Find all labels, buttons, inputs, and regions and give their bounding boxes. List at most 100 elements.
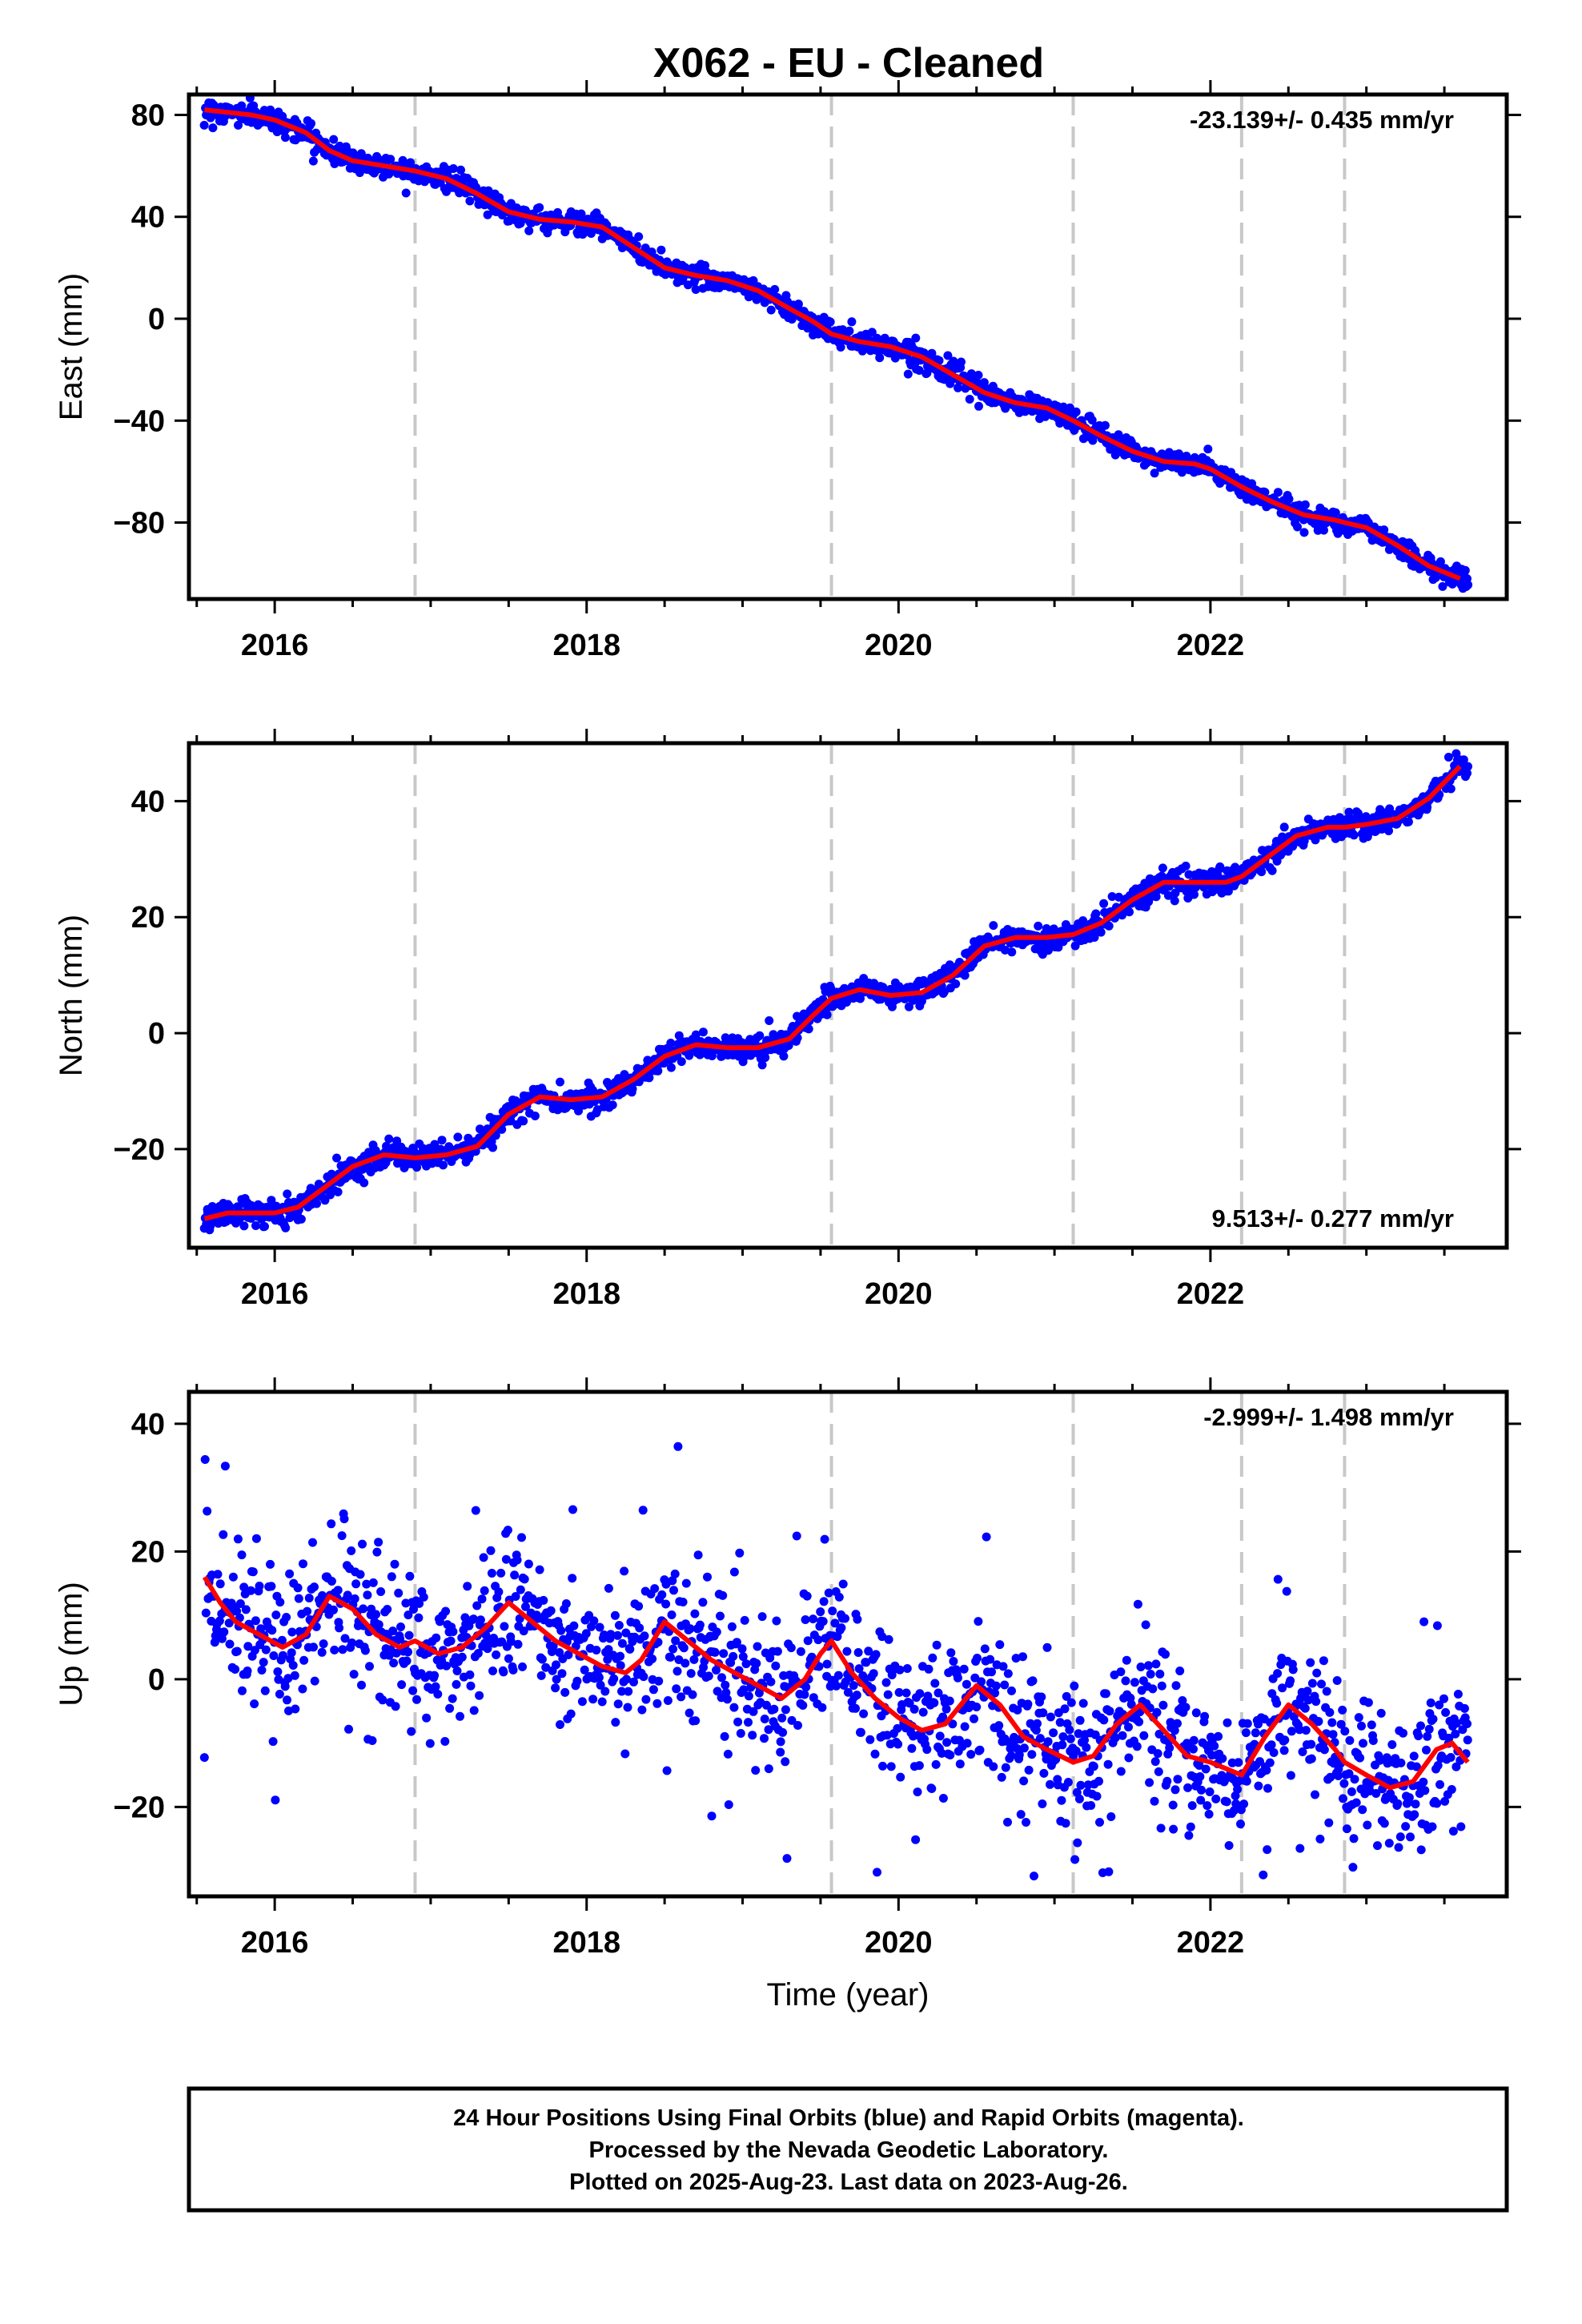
data-point (1000, 945, 1010, 955)
data-point (278, 1651, 287, 1660)
data-point (1223, 1718, 1232, 1727)
data-point (842, 1647, 852, 1656)
data-point (1257, 867, 1267, 877)
data-point (771, 1661, 781, 1671)
data-point (710, 1647, 720, 1657)
data-point (913, 1787, 922, 1797)
data-point (838, 1579, 848, 1589)
data-point (520, 1574, 529, 1584)
data-point (1211, 1794, 1221, 1803)
data-point (1170, 1726, 1179, 1735)
data-point (304, 1594, 314, 1602)
data-point (1303, 1687, 1312, 1696)
data-point (233, 1534, 243, 1544)
data-point (786, 1643, 796, 1653)
data-point (208, 123, 218, 133)
data-point (355, 1570, 365, 1579)
data-point (232, 1647, 242, 1656)
data-point (446, 1636, 456, 1646)
data-point (909, 1704, 919, 1714)
data-point (1132, 1742, 1142, 1751)
data-point (652, 1699, 662, 1708)
data-point (1046, 1779, 1054, 1789)
data-point (491, 1131, 500, 1140)
data-point (753, 1642, 762, 1651)
data-point (1090, 933, 1099, 942)
data-point (1224, 1841, 1234, 1850)
data-point (641, 1695, 651, 1704)
data-point (654, 1676, 664, 1686)
data-point (235, 1613, 244, 1622)
data-point (757, 1060, 767, 1070)
data-point (1087, 416, 1097, 425)
x-tick-label: 2020 (865, 629, 933, 662)
data-point (407, 1727, 416, 1736)
data-point (445, 1703, 455, 1713)
data-point (880, 333, 889, 343)
data-point (312, 1199, 321, 1208)
data-point (283, 1189, 292, 1199)
data-point (391, 1702, 400, 1711)
data-point (1344, 1769, 1354, 1779)
data-point (1223, 887, 1233, 896)
data-point (1315, 1834, 1325, 1844)
data-point (432, 1633, 441, 1642)
data-point (277, 1635, 287, 1645)
data-point (873, 1868, 881, 1877)
data-point (319, 1639, 328, 1649)
data-point (578, 230, 588, 239)
data-point (556, 1626, 566, 1635)
data-point (1028, 1676, 1038, 1686)
data-point (1306, 1658, 1315, 1667)
data-point (739, 1685, 749, 1695)
data-point (864, 1647, 873, 1656)
data-point (200, 1455, 210, 1464)
data-point (535, 1565, 544, 1574)
data-point (854, 1664, 864, 1674)
rate-annotation: -2.999+/- 1.498 mm/yr (1203, 1403, 1454, 1431)
data-point (972, 1703, 982, 1711)
data-point (902, 1664, 912, 1673)
data-point (1170, 888, 1180, 898)
data-point (1152, 1707, 1162, 1717)
data-point (713, 1687, 722, 1696)
data-point (362, 1579, 371, 1589)
data-point (480, 1586, 489, 1595)
data-point (937, 1748, 946, 1758)
data-point (989, 1762, 998, 1771)
data-point (943, 351, 953, 360)
data-point (691, 1030, 701, 1039)
data-point (1263, 1845, 1272, 1855)
data-point (303, 1606, 312, 1616)
data-point (469, 1706, 479, 1715)
data-point (1322, 1687, 1331, 1696)
data-point (757, 1612, 767, 1622)
data-point (1307, 1739, 1316, 1749)
data-point (1438, 581, 1447, 591)
data-point (1432, 1621, 1442, 1630)
data-point (1062, 1691, 1071, 1701)
data-point (269, 1651, 279, 1660)
data-point (430, 1671, 440, 1680)
data-point (365, 1662, 374, 1671)
data-point (923, 1691, 933, 1701)
data-point (1340, 1727, 1350, 1736)
data-point (776, 1737, 785, 1747)
data-point (614, 1621, 624, 1630)
data-point (1201, 1764, 1211, 1774)
data-point (481, 1630, 491, 1640)
data-point (832, 1681, 841, 1691)
data-point (1460, 565, 1470, 575)
data-point (404, 1610, 413, 1620)
data-point (335, 1623, 344, 1633)
data-point (488, 1667, 497, 1675)
data-point (1082, 1743, 1091, 1752)
data-point (552, 1660, 560, 1670)
data-point (1190, 890, 1199, 899)
data-point (729, 1567, 739, 1577)
data-point (460, 1613, 470, 1622)
data-point (1151, 1659, 1161, 1669)
data-point (625, 1644, 635, 1654)
data-point (329, 1605, 338, 1614)
data-point (1336, 1719, 1346, 1729)
